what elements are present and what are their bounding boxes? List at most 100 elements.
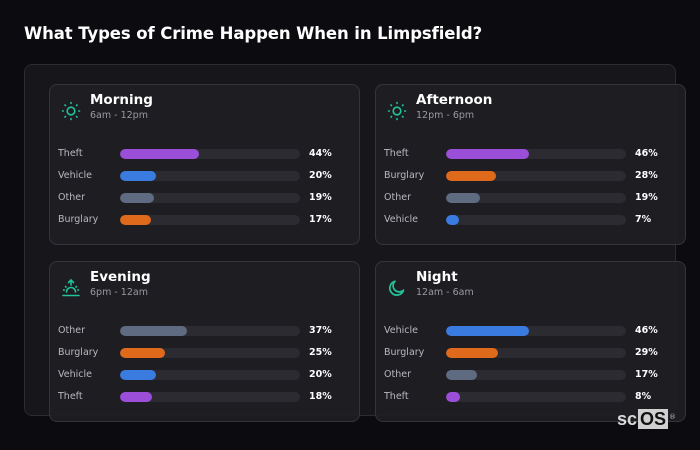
bar-value: 44%: [309, 148, 332, 159]
card-title: Morning: [90, 92, 153, 108]
bar-row: Other 37%: [50, 321, 359, 343]
sun-icon: [61, 101, 81, 121]
card-title: Afternoon: [416, 92, 493, 108]
card-time-range: 6am - 12pm: [90, 110, 148, 121]
bar-fill: [120, 348, 165, 358]
bar-track: [120, 370, 300, 380]
card-afternoon: Afternoon 12pm - 6pm Theft 46% Burglary …: [375, 84, 686, 245]
bar-track: [446, 149, 626, 159]
bar-track: [120, 348, 300, 358]
sun-icon: [387, 101, 407, 121]
bar-fill: [446, 370, 477, 380]
bar-label: Other: [384, 192, 411, 203]
bar-row: Burglary 25%: [50, 343, 359, 365]
bar-row: Vehicle 7%: [376, 210, 685, 232]
bar-label: Other: [384, 369, 411, 380]
page-title: What Types of Crime Happen When in Limps…: [24, 24, 483, 43]
bar-label: Vehicle: [384, 325, 418, 336]
bar-value: 29%: [635, 347, 658, 358]
bar-fill: [120, 171, 156, 181]
bar-row: Vehicle 20%: [50, 365, 359, 387]
bar-fill: [120, 149, 200, 159]
bar-value: 7%: [635, 214, 652, 225]
bar-value: 25%: [309, 347, 332, 358]
bar-row: Theft 46%: [376, 144, 685, 166]
bar-row: Other 19%: [50, 188, 359, 210]
bar-label: Other: [58, 325, 85, 336]
bar-fill: [446, 392, 461, 402]
bar-row: Theft 18%: [50, 387, 359, 409]
bar-list: Other 37% Burglary 25% Vehicle 20% Theft…: [50, 321, 359, 409]
bar-fill: [120, 392, 153, 402]
bar-track: [120, 193, 300, 203]
bar-label: Burglary: [58, 214, 99, 225]
bar-value: 46%: [635, 148, 658, 159]
logo-sc: sc: [617, 409, 638, 429]
card-title: Night: [416, 269, 458, 285]
bar-value: 19%: [309, 192, 332, 203]
bar-label: Burglary: [384, 347, 425, 358]
bar-label: Theft: [384, 391, 409, 402]
bar-fill: [120, 370, 156, 380]
bar-fill: [446, 171, 497, 181]
card-title: Evening: [90, 269, 151, 285]
bar-row: Vehicle 20%: [50, 166, 359, 188]
scos-logo: sc OS ®: [617, 409, 676, 429]
card-morning: Morning 6am - 12pm Theft 44% Vehicle 20%…: [49, 84, 360, 245]
bar-fill: [446, 348, 499, 358]
bar-track: [120, 171, 300, 181]
bar-track: [120, 392, 300, 402]
bar-value: 20%: [309, 170, 332, 181]
bar-list: Vehicle 46% Burglary 29% Other 17% Theft…: [376, 321, 685, 409]
bar-label: Theft: [384, 148, 409, 159]
bar-fill: [446, 326, 529, 336]
sunset-icon: [61, 278, 81, 298]
bar-track: [446, 215, 626, 225]
card-night: Night 12am - 6am Vehicle 46% Burglary 29…: [375, 261, 686, 422]
bar-label: Vehicle: [58, 369, 92, 380]
bar-label: Vehicle: [384, 214, 418, 225]
bar-track: [120, 149, 300, 159]
bar-value: 20%: [309, 369, 332, 380]
bar-row: Burglary 28%: [376, 166, 685, 188]
bar-track: [446, 370, 626, 380]
card-time-range: 6pm - 12am: [90, 287, 148, 298]
bar-fill: [120, 215, 151, 225]
logo-os: OS: [638, 409, 669, 429]
bar-value: 37%: [309, 325, 332, 336]
bar-track: [446, 193, 626, 203]
bar-fill: [120, 326, 187, 336]
bar-label: Theft: [58, 391, 83, 402]
bar-value: 17%: [309, 214, 332, 225]
card-time-range: 12am - 6am: [416, 287, 474, 298]
bar-row: Other 19%: [376, 188, 685, 210]
bar-value: 18%: [309, 391, 332, 402]
bar-track: [120, 326, 300, 336]
bar-fill: [446, 193, 481, 203]
bar-fill: [120, 193, 155, 203]
bar-row: Other 17%: [376, 365, 685, 387]
bar-label: Other: [58, 192, 85, 203]
bar-row: Burglary 29%: [376, 343, 685, 365]
bar-row: Vehicle 46%: [376, 321, 685, 343]
bar-value: 46%: [635, 325, 658, 336]
bar-track: [446, 171, 626, 181]
bar-track: [446, 326, 626, 336]
bar-row: Burglary 17%: [50, 210, 359, 232]
card-time-range: 12pm - 6pm: [416, 110, 475, 121]
bar-value: 8%: [635, 391, 652, 402]
bar-fill: [446, 149, 529, 159]
bar-label: Burglary: [58, 347, 99, 358]
bar-value: 28%: [635, 170, 658, 181]
bar-list: Theft 46% Burglary 28% Other 19% Vehicle…: [376, 144, 685, 232]
bar-label: Vehicle: [58, 170, 92, 181]
bar-list: Theft 44% Vehicle 20% Other 19% Burglary…: [50, 144, 359, 232]
bar-track: [446, 348, 626, 358]
bar-row: Theft 8%: [376, 387, 685, 409]
bar-track: [446, 392, 626, 402]
bar-track: [120, 215, 300, 225]
moon-icon: [387, 278, 407, 298]
card-evening: Evening 6pm - 12am Other 37% Burglary 25…: [49, 261, 360, 422]
bar-value: 17%: [635, 369, 658, 380]
bar-value: 19%: [635, 192, 658, 203]
